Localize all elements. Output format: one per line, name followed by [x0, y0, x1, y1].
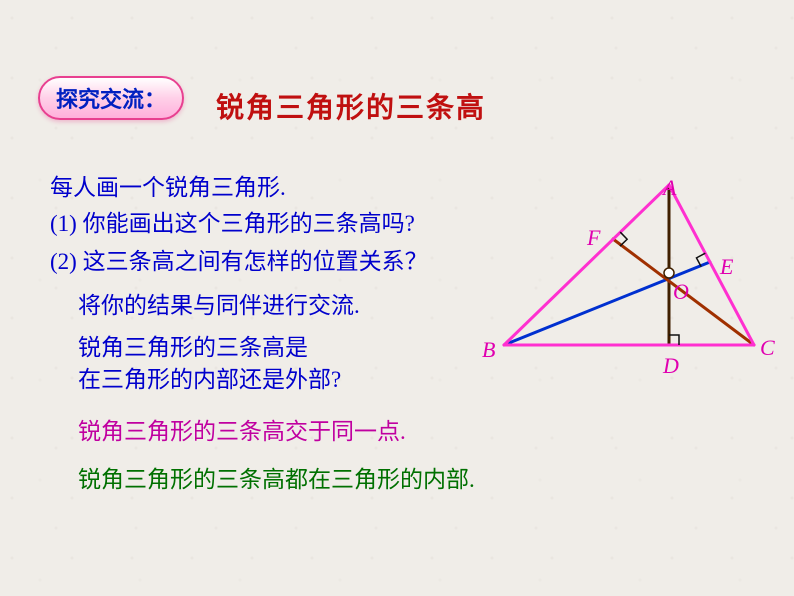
ask-line-a: 锐角三角形的三条高是: [78, 328, 308, 362]
question-2: (2) 这三条高之间有怎样的位置关系？: [50, 242, 428, 276]
share-line: 将你的结果与同伴进行交流.: [78, 286, 360, 320]
orthocenter-label: O: [673, 279, 689, 305]
vertex-label-B: B: [482, 337, 495, 363]
vertex-label-C: C: [760, 335, 775, 361]
foot-label-D: D: [663, 353, 679, 379]
triangle-svg: [474, 175, 774, 395]
foot-label-E: E: [720, 254, 733, 280]
triangle-diagram: A B C D E F O: [474, 175, 774, 395]
foot-label-F: F: [587, 225, 600, 251]
section-badge: 探究交流：: [38, 76, 184, 120]
answer-2: 锐角三角形的三条高都在三角形的内部.: [78, 460, 475, 494]
intro-line: 每人画一个锐角三角形.: [50, 168, 286, 202]
vertex-label-A: A: [663, 175, 676, 201]
answer-1: 锐角三角形的三条高交于同一点.: [78, 412, 406, 446]
ask-line-b: 在三角形的内部还是外部?: [78, 360, 341, 394]
question-1: (1) 你能画出这个三角形的三条高吗?: [50, 204, 415, 238]
page-title: 锐角三角形的三条高: [216, 86, 486, 126]
